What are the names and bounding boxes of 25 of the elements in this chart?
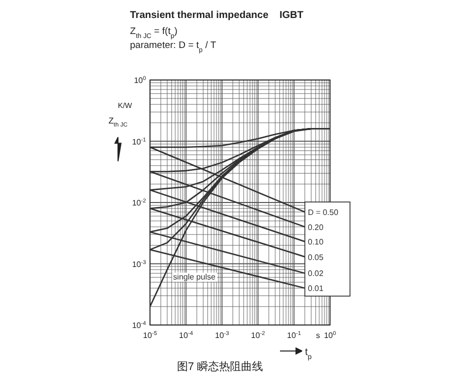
caption: 图7 瞬态热阻曲线 — [176, 360, 264, 373]
chart-subtitle: Z$_{th JC}$ = f(t$_{p}$) — [130, 26, 178, 40]
y-tick-label: 10$^{-2}$ — [132, 198, 146, 208]
series-label: 0.01 — [308, 284, 324, 294]
chart-title: Transient thermal impedance IGBT — [130, 10, 304, 21]
series-label: 0.10 — [308, 238, 324, 247]
y-tick-label: 10$^{-4}$ — [132, 321, 146, 330]
x-tick-label: 10$^{-2}$ — [251, 331, 265, 340]
series-label: single pulse — [173, 272, 216, 282]
text: s — [316, 331, 320, 340]
text: parameter: D = t$_{p}$ / T — [130, 40, 216, 54]
y-tick-label: 10$^{0}$ — [134, 76, 146, 85]
x-axis-title: t$_{p}$ — [305, 347, 312, 360]
y-axis-title: Z$_{th JC}$ — [108, 115, 128, 128]
series-label: D = 0.50 — [308, 208, 339, 217]
y-tick-label: 10$^{-1}$ — [132, 137, 146, 146]
x-tick-label: 10$^{0}$ — [324, 331, 336, 340]
x-tick-label: 10$^{-4}$ — [179, 331, 193, 340]
x-tick-label: 10$^{-3}$ — [215, 331, 229, 340]
series-label: 0.05 — [308, 252, 324, 262]
x-tick-label: 10$^{-5}$ — [143, 331, 157, 340]
x-tick-label: 10$^{-1}$ — [287, 331, 301, 340]
y-tick-label: 10$^{-3}$ — [132, 260, 146, 269]
series-label: 0.20 — [308, 222, 324, 232]
series-label: 0.02 — [308, 269, 324, 278]
